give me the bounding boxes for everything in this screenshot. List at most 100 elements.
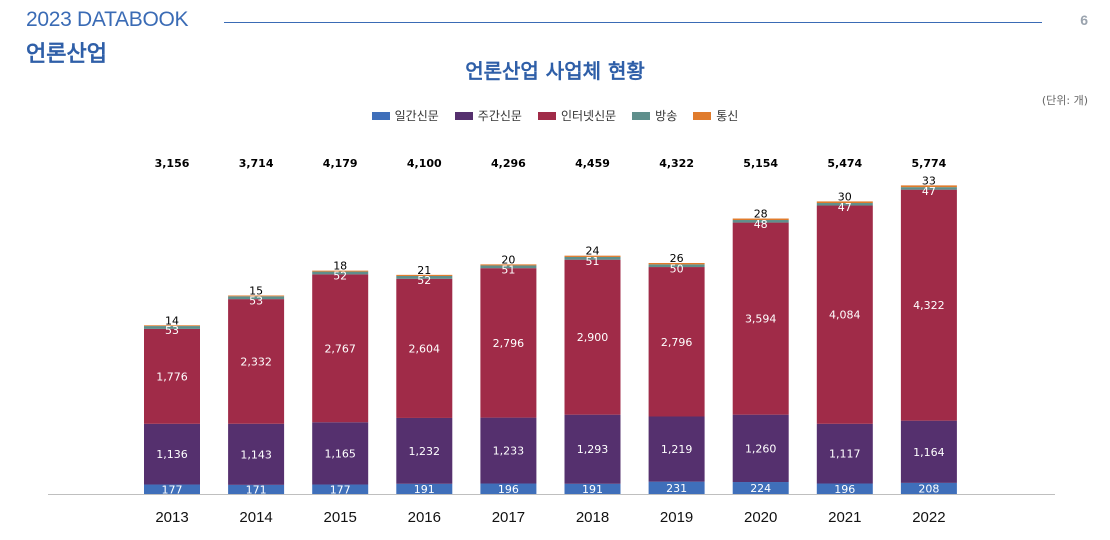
bar-segment: [900, 189, 957, 421]
bar-segment: [816, 205, 873, 424]
data-label: 171: [246, 483, 267, 496]
total-label: 3,714: [239, 157, 274, 170]
data-label: 28: [754, 208, 768, 221]
legend-item-weekly: 주간신문: [454, 107, 522, 124]
bar-segment: [228, 295, 285, 297]
bar-segment: [900, 185, 957, 188]
legend-swatch: [371, 111, 390, 120]
data-label: 1,164: [913, 446, 945, 459]
bar-segment: [564, 255, 621, 257]
bar-segment: [480, 264, 537, 266]
data-label: 2,332: [240, 355, 272, 368]
data-label: 53: [249, 294, 263, 307]
bar-segment: [816, 201, 873, 204]
legend-item-broadcast: 방송: [632, 107, 677, 124]
bar-segment: [732, 482, 789, 494]
bar-segment: [816, 203, 873, 206]
legend-swatch: [537, 111, 556, 120]
legend-label: 일간신문: [394, 109, 439, 123]
bar-segment: [228, 296, 285, 300]
x-tick-label: 2018: [576, 509, 609, 526]
bar-segment: [480, 268, 537, 418]
bar-segment: [396, 275, 453, 279]
bar-segment: [900, 420, 957, 483]
data-label: 1,776: [156, 370, 188, 383]
bar-segment: [564, 414, 621, 484]
data-label: 224: [750, 482, 771, 495]
data-label: 4,084: [829, 309, 861, 322]
bar-segment: [312, 270, 369, 272]
data-label: 47: [922, 185, 936, 198]
bar-segment: [816, 483, 873, 494]
data-label: 2,900: [577, 331, 609, 344]
data-label: 2,796: [493, 337, 525, 350]
data-label: 191: [414, 483, 435, 496]
total-label: 5,154: [743, 157, 778, 170]
bar-segment: [144, 326, 200, 329]
data-label: 33: [922, 174, 936, 187]
total-label: 4,179: [323, 157, 358, 170]
data-label: 231: [666, 482, 687, 495]
legend-swatch: [693, 111, 712, 120]
data-label: 1,219: [661, 443, 693, 456]
bar-segment: [312, 274, 369, 423]
data-label: 177: [330, 483, 351, 496]
data-label: 1,232: [409, 445, 441, 458]
bar-segment: [228, 299, 285, 424]
data-label: 53: [165, 324, 179, 337]
bar-segment: [648, 262, 705, 265]
chart-legend: 일간신문 주간신문 인터넷신문 방송 통신: [0, 107, 1110, 124]
data-label: 47: [838, 201, 852, 214]
legend-label: 인터넷신문: [560, 109, 617, 123]
bar-segment: [732, 218, 789, 221]
bar-segment: [732, 220, 789, 223]
bar-segment: [732, 414, 789, 483]
section-title: 언론산업: [26, 42, 107, 67]
data-label: 30: [838, 190, 852, 203]
data-label: 2,796: [661, 336, 693, 349]
data-label: 1,165: [324, 447, 356, 460]
data-label: 1,293: [577, 443, 609, 456]
bar-segment: [480, 483, 537, 494]
x-tick-label: 2016: [408, 509, 441, 526]
data-label: 51: [586, 255, 600, 268]
data-label: 196: [498, 483, 519, 496]
data-label: 26: [670, 252, 684, 265]
bar-segment: [564, 256, 621, 260]
x-tick-label: 2019: [660, 509, 693, 526]
data-label: 2,604: [409, 342, 441, 355]
total-label: 4,296: [491, 157, 526, 170]
total-label: 4,322: [659, 157, 694, 170]
bar-segment: [396, 417, 453, 484]
data-label: 196: [834, 483, 855, 496]
x-tick-label: 2017: [492, 509, 525, 526]
bar-segment: [312, 271, 369, 275]
page-number: 6: [1080, 12, 1088, 28]
data-label: 191: [582, 483, 603, 496]
bar-segment: [564, 483, 621, 494]
data-label: 52: [333, 270, 347, 283]
header-divider: [224, 22, 1042, 23]
total-label: 4,459: [575, 157, 610, 170]
data-label: 48: [754, 218, 768, 231]
legend-label: 통신: [716, 109, 739, 123]
bar-segment: [144, 484, 200, 494]
legend-item-newswire: 통신: [693, 107, 738, 124]
x-tick-label: 2020: [744, 509, 777, 526]
data-label: 208: [918, 482, 939, 495]
data-label: 50: [670, 262, 684, 275]
data-label: 51: [501, 263, 515, 276]
total-label: 5,774: [912, 157, 947, 170]
data-label: 20: [501, 253, 515, 266]
bar-segment: [228, 484, 285, 494]
bar-segment: [564, 259, 621, 415]
bar-segment: [480, 265, 537, 269]
data-label: 177: [162, 483, 183, 496]
bar-segment: [396, 483, 453, 494]
bar-segment: [648, 264, 705, 268]
x-tick-label: 2021: [828, 509, 861, 526]
bar-segment: [816, 423, 873, 484]
bar-segment: [648, 481, 705, 494]
data-label: 1,233: [493, 445, 525, 458]
data-label: 52: [417, 274, 431, 287]
